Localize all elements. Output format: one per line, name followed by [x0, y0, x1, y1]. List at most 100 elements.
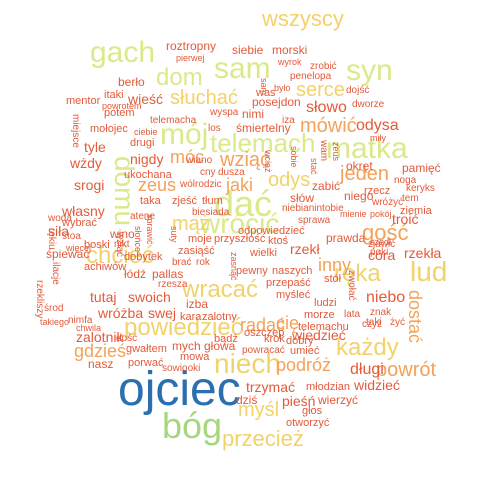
- word-zwolac: zwołać: [346, 270, 357, 301]
- word-oszczep: oszczep: [244, 327, 285, 339]
- word-odpowiedziec: odpowiedzieć: [238, 225, 305, 237]
- word-dom: dom: [156, 64, 203, 91]
- word-chciec: chcieć: [86, 242, 155, 269]
- word-dobry: dobry: [286, 335, 314, 347]
- word-ziemia: ziemia: [400, 205, 432, 217]
- word-podroz: podróż: [276, 355, 332, 375]
- word-srod: środ: [44, 303, 64, 314]
- word-zeus: zeus: [138, 175, 177, 195]
- word-posejdon: posejdon: [252, 95, 301, 109]
- word-dojsc: dojść: [346, 85, 370, 96]
- word-zrobic: zrobić: [310, 61, 337, 72]
- word-sobie: sobie: [289, 146, 299, 168]
- word-gosc: gość: [362, 220, 409, 245]
- word-penelopa: penelopa: [290, 71, 332, 82]
- word-odysa: odysa: [356, 117, 399, 134]
- word-dlugi: długi: [350, 361, 384, 378]
- word-wszyscy: wszyscy: [262, 6, 344, 31]
- word-dworze: dworze: [352, 99, 385, 110]
- word-jaki: jaki: [226, 175, 254, 195]
- word-tutaj: tutaj: [90, 289, 117, 305]
- word-przyszlosc: przyszłość: [214, 233, 266, 245]
- word-moj: mój: [160, 118, 209, 151]
- word-srogi: srogi: [74, 177, 105, 193]
- word-pierwej: pierwej: [176, 53, 205, 63]
- word-rok: rok: [196, 257, 210, 268]
- word-sam-vert: sam: [259, 78, 269, 96]
- word-wielki: wielki: [250, 247, 277, 259]
- word-powrot: powrót: [376, 359, 437, 381]
- word-znak: znak: [370, 307, 392, 318]
- word-noga: noga: [394, 175, 417, 186]
- word-dac: dać: [214, 183, 273, 224]
- word-porwac: porwać: [128, 357, 164, 369]
- word-sprawic: sprawić: [145, 214, 155, 245]
- word-moc: móc: [170, 147, 205, 167]
- word-mowa: mowa: [180, 351, 210, 363]
- word-molojec: mołojec: [90, 123, 128, 135]
- word-miejsce: miejsce: [70, 114, 81, 148]
- word-wierzyc: wierzyć: [318, 393, 359, 407]
- word-wyrok: wyrok: [278, 57, 302, 67]
- word-inny: inny: [318, 255, 352, 275]
- word-gwaltem: gwałtem: [126, 343, 167, 355]
- word-sprawa: sprawa: [298, 215, 331, 226]
- word-mych: mych: [172, 339, 201, 353]
- word-szedl: szedł: [370, 237, 392, 247]
- word-wzdy: wżdy: [70, 155, 102, 171]
- word-wam: wam: [318, 140, 329, 162]
- word-was: was: [256, 87, 276, 99]
- word-atene: atene: [130, 211, 156, 222]
- word-cora: córa: [368, 247, 396, 263]
- word-niech: niech: [214, 348, 281, 379]
- word-brac: brać: [172, 257, 192, 268]
- word-roztropny: roztropny: [166, 39, 217, 53]
- word-ludzi: ludzi: [314, 297, 337, 309]
- word-wciaz: wciąż: [263, 150, 273, 173]
- word-cie: cię: [276, 313, 300, 333]
- word-sluchac: słuchać: [170, 87, 238, 109]
- word-wolrodzic: wólrodzic: [180, 179, 222, 190]
- word-gach: gach: [90, 36, 156, 69]
- word-chwila: chwila: [76, 323, 102, 333]
- word-slowo: słowo: [306, 99, 347, 116]
- word-gdzies: gdzieś: [74, 341, 127, 361]
- word-serce: serce: [296, 79, 345, 101]
- word-nimi: nimi: [242, 107, 265, 121]
- word-rada: radać: [240, 315, 286, 335]
- word-slow: słów: [290, 191, 315, 205]
- word-los: los: [208, 123, 221, 134]
- word-wrozyc: wróżyć: [372, 197, 404, 208]
- word-mlodzian: młodzian: [306, 381, 351, 393]
- word-woda: woda: [48, 213, 72, 224]
- word-keryks: keryks: [406, 183, 435, 194]
- word-pewny: pewny: [236, 265, 268, 277]
- word-jeden: jeden: [340, 163, 389, 185]
- word-powracac: powracać: [242, 345, 285, 356]
- word-wziac-vert: wziąć: [114, 232, 125, 258]
- word-dostac: dostać: [405, 290, 425, 344]
- word-zabic: zabić: [312, 179, 341, 193]
- word-cny: cny: [200, 167, 216, 178]
- word-trzymac: trzymać: [246, 379, 295, 395]
- word-glos: głos: [302, 405, 323, 417]
- word-telemacha: telemacha: [150, 115, 197, 126]
- word-syn: syn: [346, 54, 393, 87]
- word-swej: swej: [148, 305, 177, 321]
- word-nasz: nasz: [88, 357, 114, 371]
- word-izba: izba: [186, 297, 209, 311]
- word-wino: wino: [110, 227, 135, 241]
- word-wybrac: wybrać: [62, 217, 97, 229]
- word-berlo: berło: [118, 75, 145, 89]
- word-morski: morski: [272, 43, 308, 57]
- word-lata: lata: [344, 309, 361, 320]
- word-spiewac: śpiewać: [46, 247, 90, 261]
- word-pamiec: pamięć: [402, 161, 441, 175]
- word-nigdy: nigdy: [130, 151, 164, 167]
- word-zalotny: zalotny: [202, 311, 237, 323]
- word-nimfa: nimfa: [68, 315, 93, 326]
- word-umiec: umieć: [290, 345, 320, 357]
- word-wrozba: wróżba: [98, 305, 144, 321]
- word-moje: moje: [188, 233, 212, 245]
- word-zasiasc: zasiąść: [178, 245, 215, 257]
